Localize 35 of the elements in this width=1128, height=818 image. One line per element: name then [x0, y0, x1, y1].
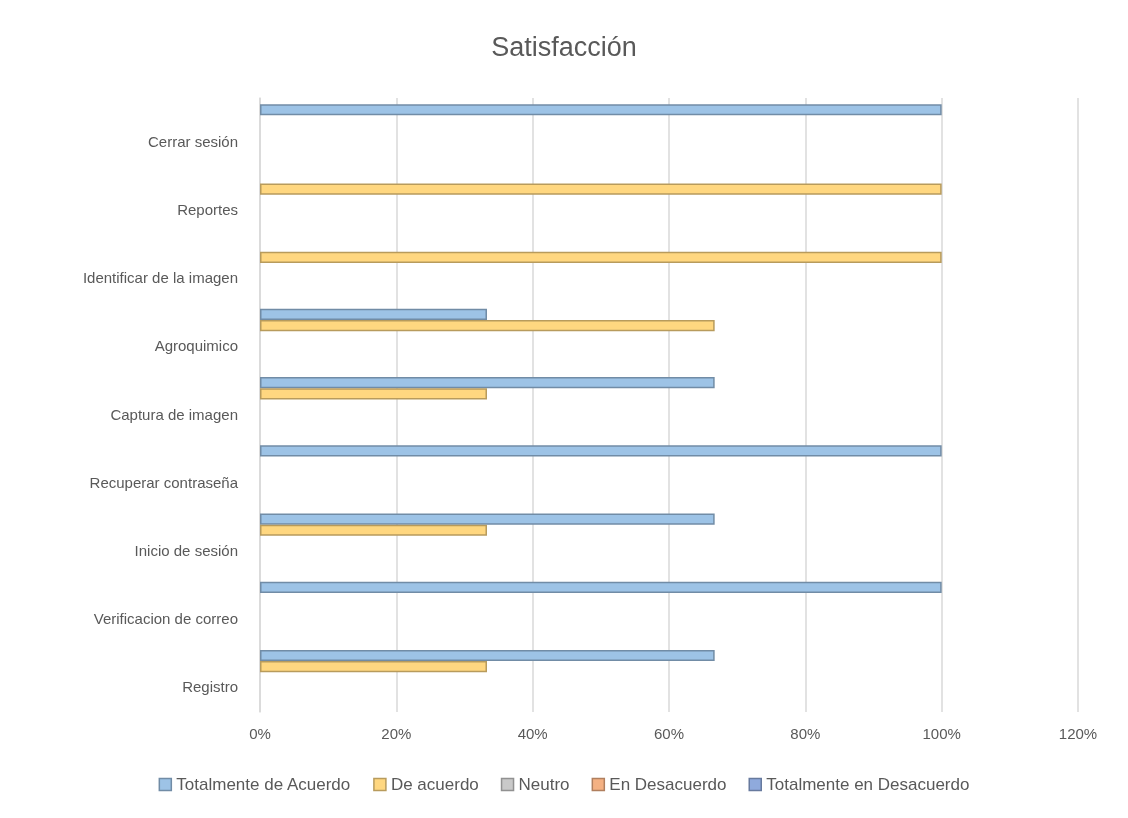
bar: [260, 251, 942, 263]
bar: [260, 445, 942, 457]
legend-label: Neutro: [518, 775, 570, 794]
x-tick-label: 60%: [653, 725, 685, 742]
bar: [260, 308, 487, 320]
legend-label: Totalmente en Desacuerdo: [766, 775, 970, 794]
bar: [260, 104, 942, 116]
y-tick-label: Cerrar sesión: [147, 132, 238, 150]
bar: [260, 388, 487, 400]
y-tick-label: Recuperar contraseña: [89, 473, 239, 491]
y-tick-label: Identificar de la imagen: [82, 269, 238, 287]
legend-label: Totalmente de Acuerdo: [176, 775, 351, 794]
bar: [260, 524, 487, 536]
legend-label: En Desacuerdo: [609, 775, 727, 794]
bar: [260, 320, 715, 332]
x-tick-label: 40%: [517, 725, 548, 742]
legend-label: De acuerdo: [390, 775, 479, 794]
x-tick-label: 0%: [249, 725, 271, 742]
x-tick-label: 120%: [1058, 725, 1098, 742]
y-tick-label: Reportes: [177, 200, 238, 218]
y-tick-label: Inicio de sesión: [134, 541, 238, 559]
bar: [260, 649, 715, 662]
chart-title: Satisfacción: [491, 31, 637, 62]
y-tick-label: Captura de imagen: [110, 405, 238, 423]
bar: [260, 513, 715, 525]
y-tick-label: Registro: [182, 678, 238, 696]
bar: [260, 661, 487, 673]
x-tick-label: 80%: [790, 725, 821, 742]
y-tick-label: Verificacion de correo: [93, 610, 238, 628]
x-tick-label: 20%: [381, 725, 412, 742]
bar: [260, 183, 942, 195]
bar: [260, 581, 942, 593]
x-tick-label: 100%: [922, 725, 961, 742]
y-tick-label: Agroquimico: [154, 337, 238, 355]
bar: [260, 377, 715, 389]
